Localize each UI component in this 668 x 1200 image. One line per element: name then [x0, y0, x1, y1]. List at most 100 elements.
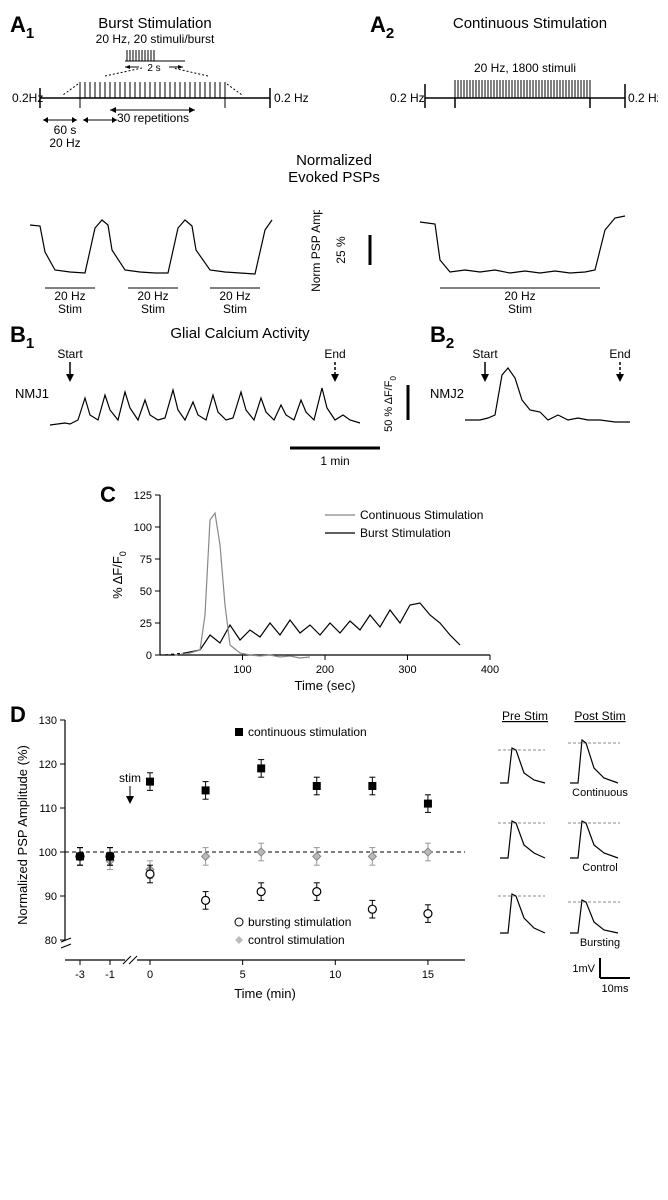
b1-start: Start — [57, 347, 83, 361]
a2-title: Continuous Stimulation — [453, 15, 607, 32]
c-ysub: 0 — [118, 551, 128, 556]
psp-ylabel: Norm PSP Amp — [309, 210, 323, 292]
svg-text:100: 100 — [134, 522, 152, 534]
d-ylabel: Normalized PSP Amplitude (%) — [15, 745, 30, 925]
svg-text:B2: B2 — [430, 322, 454, 352]
b1-nmj: NMJ1 — [15, 386, 49, 401]
svg-text:-3: -3 — [75, 969, 85, 981]
b2-label-main: B — [430, 322, 446, 347]
a1-right-hz: 0.2 Hz — [274, 91, 309, 105]
b1-label-main: B — [10, 322, 26, 347]
d-traces: Pre Stim Post Stim Continuous Control Bu… — [498, 709, 630, 995]
d-label: D — [10, 702, 26, 727]
b2-end: End — [609, 347, 630, 361]
a1-int-bot: 20 Hz — [49, 136, 80, 150]
a1-gap-label: 2 s — [147, 63, 160, 74]
normpsp-title2: Evoked PSPs — [288, 169, 380, 186]
a2-subtitle: 20 Hz, 1800 stimuli — [474, 61, 576, 75]
norm-psp-traces: 20 Hz 20 Hz 20 Hz Stim Stim Stim Norm PS… — [10, 210, 658, 320]
psp-stim-1: Stim — [58, 302, 82, 316]
svg-text:50: 50 — [140, 586, 152, 598]
d-row1: Continuous — [572, 787, 628, 799]
psp-scalebar: Norm PSP Amp 25 % — [309, 210, 370, 292]
svg-text:125: 125 — [134, 490, 152, 502]
a1-int-top: 60 s — [54, 123, 77, 137]
a1-interval: 60 s 20 Hz — [43, 117, 117, 150]
panel-a-row: A1 Burst Stimulation 20 Hz, 20 stimuli/b… — [10, 10, 658, 210]
svg-text:400: 400 — [481, 664, 499, 676]
b2-trace — [465, 368, 630, 422]
svg-text:80: 80 — [45, 935, 57, 947]
svg-text:B1: B1 — [10, 322, 34, 352]
b2-nmj: NMJ2 — [430, 386, 464, 401]
svg-text:100: 100 — [39, 847, 57, 859]
c-legend2: Burst Stimulation — [360, 526, 451, 540]
a2-label-sub: 2 — [386, 25, 394, 42]
psp-stim-2: Stim — [141, 302, 165, 316]
a2-label-main: A — [370, 12, 386, 37]
b-yscale: 50 % ΔF/F — [383, 380, 395, 432]
b1-trace — [50, 388, 360, 425]
svg-text:200: 200 — [316, 664, 334, 676]
c-xlabel: Time (sec) — [295, 678, 356, 693]
d-row3: Bursting — [580, 937, 620, 949]
svg-text:50 % ΔF/F0: 50 % ΔF/F0 — [383, 376, 398, 432]
normpsp-title1: Normalized — [296, 152, 372, 169]
svg-text:120: 120 — [39, 759, 57, 771]
psp-hz-3: 20 Hz — [219, 289, 250, 303]
svg-text:75: 75 — [140, 554, 152, 566]
c-cont-trace — [190, 513, 310, 658]
d-vscale: 1mV — [572, 963, 595, 975]
b1-end: End — [324, 347, 345, 361]
panel-b2: B2 Start End NMJ2 — [430, 322, 631, 422]
panel-a1: A1 Burst Stimulation 20 Hz, 20 stimuli/b… — [10, 12, 309, 150]
a1-title: Burst Stimulation — [98, 15, 211, 32]
svg-text:0: 0 — [146, 650, 152, 662]
a2-left-hz: 0.2 Hz — [390, 91, 425, 105]
panel-b1: B1 Glial Calcium Activity Start End NMJ1 — [10, 322, 360, 425]
d-xlabel: Time (min) — [234, 986, 296, 1001]
d-legend-ctrl: control stimulation — [248, 933, 345, 947]
panel-d: D 80 90 100 110 120 130 -3 -1 0 5 10 15 Normalized… — [10, 700, 658, 1010]
b1-title: Glial Calcium Activity — [170, 325, 310, 342]
psp-stim-3: Stim — [223, 302, 247, 316]
psp-trace-burst: 20 Hz 20 Hz 20 Hz Stim Stim Stim — [30, 220, 272, 316]
svg-text:90: 90 — [45, 891, 57, 903]
d-legend-burst: bursting stimulation — [248, 915, 351, 929]
psp-hz-1: 20 Hz — [54, 289, 85, 303]
svg-text:5: 5 — [240, 969, 246, 981]
psp-stim-4: Stim — [508, 302, 532, 316]
svg-text:-1: -1 — [105, 969, 115, 981]
svg-text:0: 0 — [147, 969, 153, 981]
b2-start: Start — [472, 347, 498, 361]
svg-text:15: 15 — [422, 969, 434, 981]
svg-text:% ΔF/F0: % ΔF/F0 — [110, 551, 128, 599]
psp-hz-2: 20 Hz — [137, 289, 168, 303]
c-ylabel: % ΔF/F — [110, 556, 125, 599]
panel-c: C 0255075100125 100200300400 % ΔF/F0 Tim… — [10, 480, 658, 700]
a1-subtitle: 20 Hz, 20 stimuli/burst — [96, 32, 215, 46]
d-legend-cont: continuous stimulation — [248, 725, 367, 739]
b1-label-sub: 1 — [26, 335, 34, 352]
panel-a2: A2 Continuous Stimulation 20 Hz, 1800 st… — [370, 12, 658, 108]
a1-label-sub: 1 — [26, 25, 34, 42]
b2-label-sub: 2 — [446, 335, 454, 352]
c-label: C — [100, 482, 116, 507]
a2-protocol — [425, 80, 625, 108]
svg-text:10: 10 — [329, 969, 341, 981]
b-ysub: 0 — [389, 376, 398, 381]
svg-text:130: 130 — [39, 715, 57, 727]
d-row2: Control — [582, 862, 617, 874]
d-hscale: 10ms — [602, 983, 629, 995]
svg-text:A1: A1 — [10, 12, 34, 42]
b-scalebars: 50 % ΔF/F0 1 min — [290, 376, 408, 468]
a2-right-hz: 0.2 Hz — [628, 91, 658, 105]
a1-label-main: A — [10, 12, 26, 37]
a1-reps: 30 repetitions — [117, 111, 189, 125]
b-xscale: 1 min — [320, 454, 349, 468]
svg-text:A2: A2 — [370, 12, 394, 42]
psp-hz-4: 20 Hz — [504, 289, 535, 303]
d-post: Post Stim — [574, 709, 625, 723]
svg-text:300: 300 — [398, 664, 416, 676]
svg-text:110: 110 — [39, 803, 57, 815]
